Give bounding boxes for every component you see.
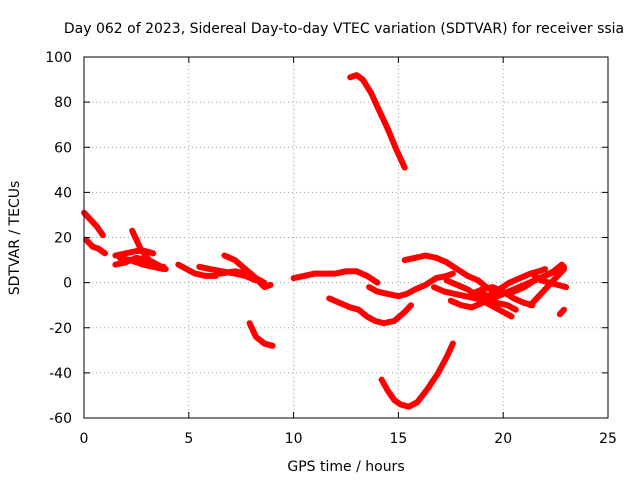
series-arc-07 — [175, 261, 219, 279]
series-arc-14 — [347, 72, 408, 171]
series-arc-11 — [246, 320, 276, 349]
series-arc-03 — [112, 248, 157, 259]
y-tick-label: 80 — [54, 95, 72, 111]
series-arc-26 — [531, 272, 570, 291]
series-arc-02 — [83, 236, 108, 257]
y-tick-label: -60 — [49, 411, 72, 427]
y-tick-label: -40 — [49, 366, 72, 382]
y-axis-label: SDTVAR / TECUs — [7, 181, 23, 296]
grid — [84, 57, 608, 418]
series-arc-17 — [401, 252, 498, 295]
series-arc-15 — [366, 270, 456, 300]
chart-title: Day 062 of 2023, Sidereal Day-to-day VTE… — [64, 21, 624, 37]
series-arc-25 — [527, 266, 567, 309]
y-tick-label: 20 — [54, 231, 72, 247]
series-arc-10 — [217, 268, 274, 291]
series-arc-16 — [378, 340, 456, 410]
series-arc-12 — [290, 268, 381, 286]
series-arc-21 — [475, 266, 549, 300]
x-tick-label: 20 — [494, 431, 512, 447]
x-tick-label: 25 — [599, 431, 617, 447]
y-tick-label: 100 — [45, 50, 72, 66]
y-tick-label: 0 — [63, 276, 72, 292]
x-tick-label: 10 — [285, 431, 303, 447]
series-arc-06 — [116, 254, 167, 273]
series-arc-13 — [326, 295, 414, 327]
series-layer — [81, 72, 570, 410]
x-axis-label: GPS time / hours — [287, 459, 404, 475]
y-tick-label: -20 — [49, 321, 72, 337]
y-tick-label: 40 — [54, 185, 72, 201]
series-arc-27 — [556, 306, 567, 318]
axis-ticks: 0 5 10 15 20 25 -60 -40 -20 0 20 40 60 80 100 — [45, 50, 617, 447]
x-tick-label: 15 — [389, 431, 407, 447]
plot-frame — [83, 56, 609, 419]
x-tick-label: 0 — [80, 431, 89, 447]
x-tick-label: 5 — [184, 431, 193, 447]
series-arc-01 — [81, 209, 106, 239]
y-tick-label: 60 — [54, 140, 72, 156]
